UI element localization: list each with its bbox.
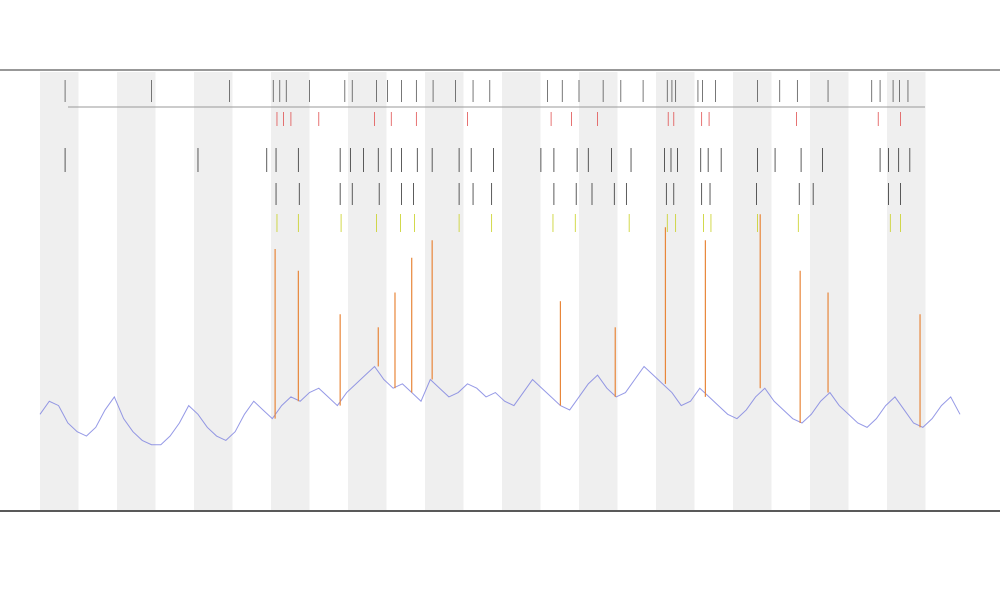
band [425,72,464,510]
band [348,72,387,510]
band [194,72,233,510]
band [656,72,695,510]
band [810,72,849,510]
band [117,72,156,510]
band [40,72,79,510]
plot-area [39,80,961,446]
band [271,72,310,510]
background-bands [40,72,926,510]
band [502,72,541,510]
series-line [39,365,961,446]
band [579,72,618,510]
band [887,72,926,510]
band [733,72,772,510]
